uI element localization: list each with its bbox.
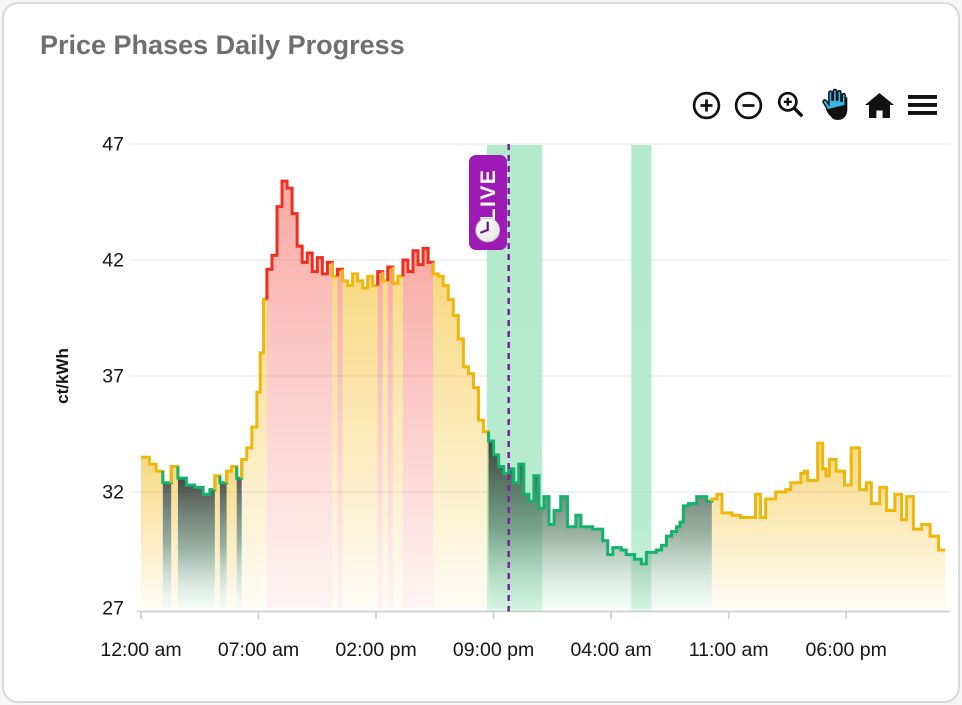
series-fill-normal — [214, 475, 220, 608]
series-fill-normal — [171, 466, 178, 608]
zoom-out-button[interactable] — [733, 90, 764, 121]
price-chart[interactable]: 12:00 am 07:00 am 02:00 pm 09:00 pm 04:00 am… — [4, 4, 960, 703]
magnifier-plus-icon — [777, 91, 804, 118]
home-icon — [865, 92, 894, 118]
series-fill-cheap — [236, 459, 242, 608]
series-fill-normal — [433, 273, 489, 608]
series-fill-cheap — [488, 440, 712, 608]
minus-circle-icon — [734, 91, 763, 119]
menu-button[interactable] — [907, 91, 938, 119]
series-fill-normal — [382, 266, 388, 608]
series-fill-normal — [226, 466, 237, 608]
y-tick-label: 37 — [102, 366, 124, 388]
menu-icon — [908, 95, 937, 115]
series-fill-expensive — [402, 248, 434, 608]
series-line-normal — [340, 269, 380, 290]
series-line-expensive — [401, 246, 435, 277]
cheap-window-band — [631, 145, 652, 611]
series-line-normal — [240, 269, 269, 479]
series-fill-normal — [392, 260, 403, 608]
series-fill-expensive — [377, 271, 383, 608]
clock-hour-hand — [480, 228, 489, 234]
x-tick-label: 11:00 am — [689, 639, 769, 661]
series-line-normal — [431, 262, 491, 441]
zoom-in-button[interactable] — [691, 90, 722, 121]
series-line-cheap — [487, 431, 714, 566]
x-tick-label: 12:00 am — [100, 639, 181, 661]
live-badge: LIVE — [469, 155, 508, 250]
y-tick-label: 32 — [102, 482, 124, 504]
series-fill-cheap — [162, 466, 172, 608]
box-zoom-button[interactable] — [775, 89, 807, 121]
y-tick-label: 42 — [102, 250, 124, 272]
series-fill-expensive — [337, 269, 343, 608]
x-tick-label: 06:00 pm — [806, 639, 887, 661]
page-title: Price Phases Daily Progress — [40, 30, 405, 60]
series-line-expensive — [265, 179, 334, 300]
chart-toolbar — [691, 88, 938, 122]
series-fill-expensive — [387, 266, 393, 608]
live-badge-label: LIVE — [477, 169, 500, 222]
series-fill-cheap — [219, 471, 227, 608]
x-tick-label: 02:00 pm — [335, 639, 416, 661]
series-fill-expensive — [266, 181, 333, 608]
y-axis-title: ct/kWh — [53, 348, 72, 404]
series-line-cheap — [176, 466, 217, 496]
x-tick-label: 07:00 am — [218, 639, 299, 661]
series-fill-cheap — [177, 475, 215, 608]
series-line-normal — [710, 441, 946, 552]
y-tick-label: 47 — [102, 134, 124, 156]
hand-icon — [822, 88, 848, 120]
y-tick-label: 27 — [102, 598, 124, 620]
reset-view-button[interactable] — [863, 90, 896, 121]
series-fill-normal — [332, 269, 338, 608]
series-fill-normal — [711, 443, 946, 608]
plus-circle-icon — [692, 91, 721, 119]
series-fill-normal — [342, 271, 378, 608]
pan-button[interactable] — [818, 88, 852, 122]
x-tick-label: 09:00 pm — [453, 639, 534, 661]
series-fill-normal — [141, 457, 163, 608]
x-tick-label: 04:00 am — [570, 639, 651, 661]
